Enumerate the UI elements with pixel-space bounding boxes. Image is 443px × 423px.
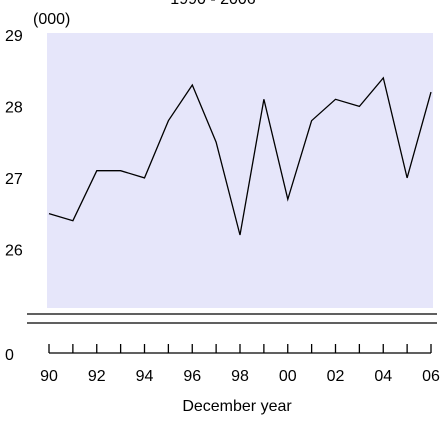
x-tick-label: 92	[88, 368, 106, 385]
x-tick-label: 00	[279, 368, 297, 385]
y-tick-label-zero: 0	[5, 347, 14, 364]
y-tick-label: 26	[5, 242, 23, 259]
x-tick-label: 94	[136, 368, 154, 385]
x-tick-label: 90	[40, 368, 58, 385]
x-tick-label: 98	[231, 368, 249, 385]
x-tick-label: 96	[183, 368, 201, 385]
x-axis-title: December year	[182, 398, 292, 415]
x-tick-label: 04	[374, 368, 392, 385]
y-tick-label: 28	[5, 99, 23, 116]
x-tick-label: 02	[327, 368, 345, 385]
y-tick-label: 27	[5, 171, 23, 188]
series-line	[48, 76, 432, 236]
x-tick-label: 06	[422, 368, 440, 385]
chart-title: 1990 - 2006	[170, 0, 256, 8]
y-unit-label: (000)	[33, 11, 70, 28]
y-tick-label: 29	[5, 28, 23, 45]
